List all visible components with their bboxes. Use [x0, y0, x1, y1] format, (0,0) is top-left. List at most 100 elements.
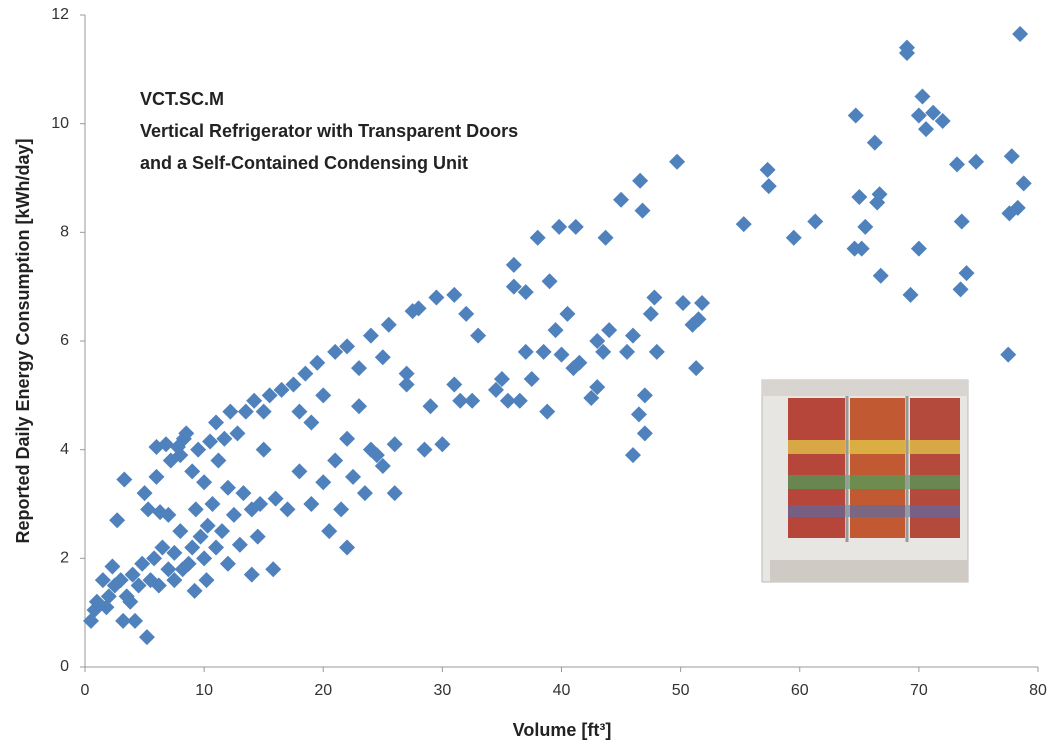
point: [539, 403, 556, 420]
point: [446, 376, 463, 393]
point: [267, 490, 284, 507]
point: [222, 403, 239, 420]
point: [243, 566, 260, 583]
point: [199, 517, 216, 534]
point: [914, 88, 931, 105]
point: [523, 371, 540, 388]
y-tick-label: 0: [60, 658, 69, 675]
point: [374, 349, 391, 366]
annotation: VCT.SC.M: [140, 89, 224, 109]
point: [237, 403, 254, 420]
x-tick-label: 70: [910, 682, 928, 699]
point: [760, 178, 777, 195]
point: [309, 354, 326, 371]
point: [124, 566, 141, 583]
point: [265, 561, 282, 578]
point: [219, 479, 236, 496]
point: [204, 496, 221, 512]
x-tick-label: 0: [81, 682, 90, 699]
point: [172, 447, 189, 464]
point: [130, 577, 147, 594]
x-tick-label: 60: [791, 682, 809, 699]
point: [505, 278, 522, 295]
point: [918, 121, 935, 138]
point: [196, 474, 213, 491]
point: [634, 202, 651, 219]
point: [541, 273, 558, 290]
point: [690, 311, 707, 328]
point: [116, 471, 133, 488]
point: [261, 387, 278, 404]
point: [213, 523, 230, 540]
point: [345, 468, 362, 485]
point: [219, 555, 236, 572]
y-tick-label: 12: [51, 6, 69, 23]
point: [225, 506, 242, 523]
point: [624, 327, 641, 344]
point: [231, 536, 248, 553]
point: [505, 256, 522, 273]
point: [138, 629, 155, 646]
point: [613, 191, 630, 208]
point: [694, 294, 711, 311]
point: [589, 379, 606, 396]
point: [216, 430, 233, 447]
point: [192, 528, 209, 545]
point: [535, 343, 552, 360]
point: [291, 403, 308, 420]
point: [446, 286, 463, 303]
point: [624, 447, 641, 464]
point: [934, 112, 951, 129]
point: [350, 398, 367, 415]
point: [422, 398, 439, 415]
point: [601, 322, 618, 339]
x-tick-label: 80: [1029, 682, 1047, 699]
point: [146, 550, 163, 567]
point: [255, 441, 272, 458]
point: [583, 390, 600, 407]
point: [871, 186, 888, 203]
point: [646, 289, 663, 306]
point: [958, 265, 975, 282]
point: [98, 599, 115, 616]
x-tick-label: 20: [314, 682, 332, 699]
point: [255, 403, 272, 420]
point: [350, 360, 367, 377]
point: [246, 392, 263, 409]
refrigerator-picture: [761, 379, 969, 583]
point: [368, 447, 385, 464]
annotation: Vertical Refrigerator with Transparent D…: [140, 121, 518, 141]
point: [493, 371, 510, 388]
point: [398, 376, 415, 393]
point: [410, 300, 427, 317]
point: [339, 430, 356, 447]
point: [118, 588, 135, 605]
point: [273, 381, 290, 398]
point: [148, 468, 165, 485]
point: [1000, 346, 1017, 363]
point: [160, 506, 177, 523]
point: [452, 392, 469, 409]
point: [190, 441, 207, 458]
point: [374, 457, 391, 474]
x-tick-label: 10: [195, 682, 213, 699]
point: [94, 572, 111, 589]
point: [458, 305, 475, 322]
point: [208, 539, 225, 556]
point: [339, 338, 356, 355]
point: [857, 218, 874, 235]
point: [559, 305, 576, 322]
point: [380, 316, 397, 333]
point: [249, 528, 266, 545]
point: [122, 593, 139, 610]
point: [866, 134, 883, 151]
point: [235, 485, 252, 502]
point: [902, 286, 919, 303]
point: [115, 612, 132, 629]
y-tick-label: 2: [60, 550, 69, 567]
point: [356, 485, 373, 502]
point: [303, 496, 320, 512]
point: [948, 156, 965, 173]
point: [158, 436, 175, 453]
point: [428, 289, 445, 306]
